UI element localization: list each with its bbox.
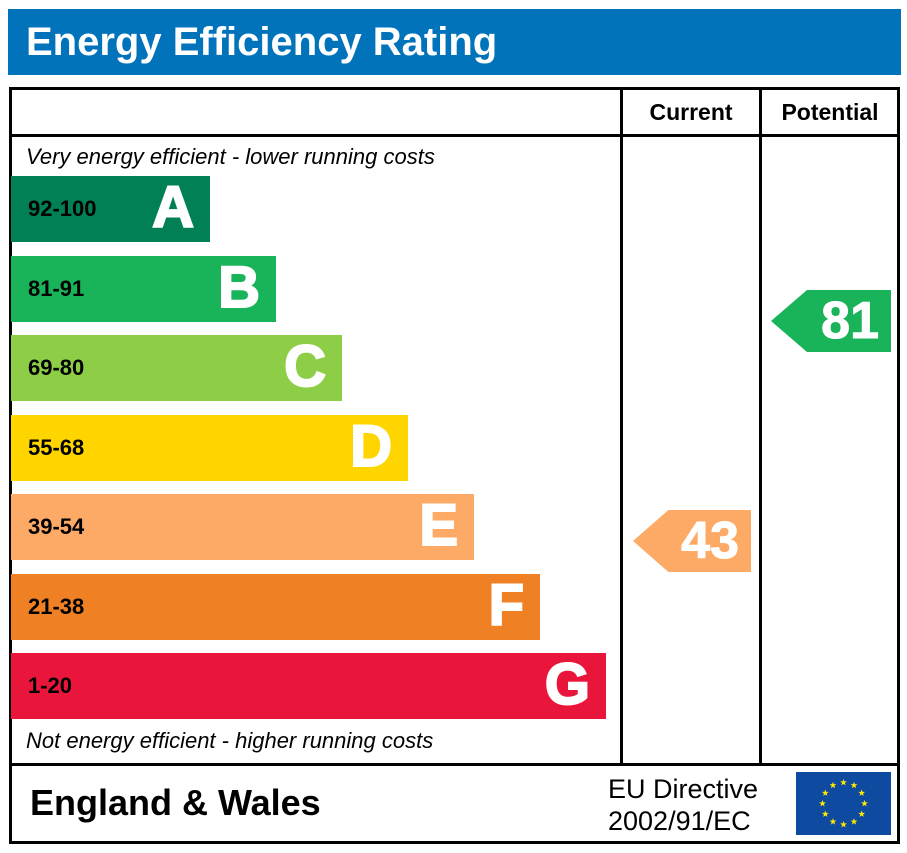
chart-frame [9,87,900,844]
band-d: 55-68 D [11,413,408,481]
eu-star-icon [821,789,829,796]
band-g: 1-20 G [11,651,606,719]
eu-flag-icon [796,772,891,835]
potential-rating-value: 81 [821,292,880,351]
eu-star-icon [840,820,847,828]
band-range-label: 21-38 [28,594,85,619]
band-range-label: 1-20 [28,673,73,698]
current-rating-arrow: 43 [633,510,751,572]
band-letter-label: E [418,492,459,559]
band-range-label: 69-80 [28,355,85,380]
potential-column-divider [759,87,762,766]
band-c: 69-80 C [11,333,342,401]
chart-title: Energy Efficiency Rating [26,20,498,64]
band-a: 92-100 A [11,174,210,242]
top-note: Very energy efficient - lower running co… [26,144,435,169]
eu-star-icon [858,810,866,817]
eu-star-icon [858,789,866,796]
band-letter-label: F [488,572,525,639]
eu-star-icon [840,778,847,786]
bottom-note: Not energy efficient - higher running co… [26,728,434,753]
band-range-label: 81-91 [28,276,85,301]
band-letter-label: G [544,651,591,718]
band-letter-label: B [217,254,261,321]
band-letter-label: D [349,413,393,480]
band-b: 81-91 B [11,254,276,322]
eu-star-icon [819,799,826,807]
current-column-divider [620,87,623,766]
potential-column-header: Potential [781,99,879,125]
eu-directive-number: 2002/91/EC [608,806,751,836]
band-range-label: 55-68 [28,435,85,460]
footer-divider [9,763,900,766]
eu-star-icon [821,810,829,817]
region-label: England & Wales [30,782,321,823]
eu-directive-label: EU Directive [608,774,759,804]
band-letter-label: A [151,174,195,241]
potential-rating-arrow: 81 [771,290,891,352]
band-range-label: 92-100 [28,196,97,221]
current-rating-value: 43 [681,512,740,571]
band-letter-label: C [283,333,327,400]
header-divider [9,134,900,137]
eu-star-icon [850,781,858,789]
current-column-header: Current [649,99,733,125]
title-banner: Energy Efficiency Rating [8,9,901,75]
eu-star-icon [829,781,837,789]
eu-star-icon [861,799,868,807]
band-e: 39-54 E [11,492,474,560]
eu-star-icon [829,818,837,825]
eu-star-icon [850,818,858,825]
band-range-label: 39-54 [28,514,85,539]
band-f: 21-38 F [11,572,540,640]
